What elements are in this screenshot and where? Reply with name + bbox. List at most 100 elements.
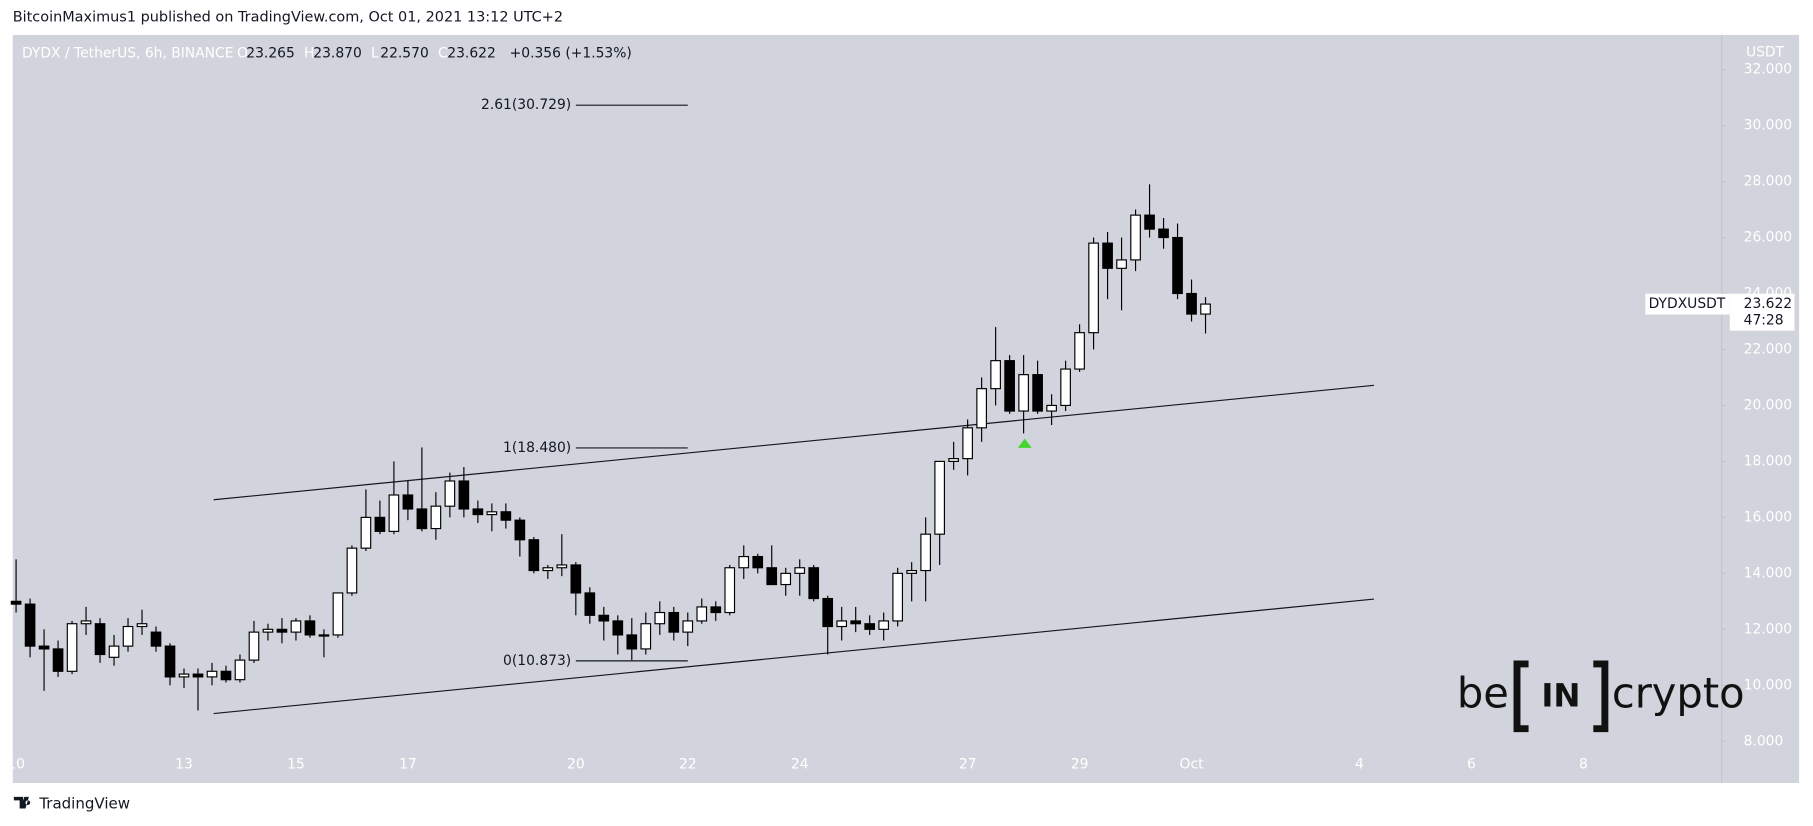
trendline [213, 598, 1375, 715]
ohlc-value: 23.622 [447, 45, 496, 61]
candle-body [1004, 360, 1015, 412]
candle-body [1074, 332, 1085, 370]
candle-body [248, 631, 260, 661]
candle-body [234, 659, 246, 681]
candle-body [794, 567, 806, 574]
candle-body [150, 631, 162, 647]
candle-body [864, 623, 876, 630]
ohlc-prefix: H [304, 45, 314, 61]
candle-body [94, 623, 106, 656]
candle-body [766, 567, 778, 586]
symbol-box [1645, 293, 1730, 315]
candle-body [668, 611, 680, 633]
candle-body [332, 592, 344, 636]
candle-body [1186, 292, 1197, 315]
watermark-left: be [1457, 668, 1509, 717]
candle-body [682, 620, 694, 633]
candle-body [444, 480, 456, 507]
ohlc-value: 23.265 [246, 45, 295, 61]
candle-body [1200, 303, 1211, 315]
candle-body [1172, 236, 1183, 295]
candle-body [1144, 214, 1155, 230]
candle-body [374, 516, 386, 532]
candle-body [52, 648, 64, 672]
candle-body [962, 427, 973, 460]
x-tick-label: 13 [175, 757, 193, 773]
x-tick-label: 17 [399, 757, 417, 773]
ohlc-prefix: O [237, 45, 248, 61]
candle-body [906, 569, 918, 574]
price-box [1729, 293, 1795, 331]
y-tick-label: 26.000 [1744, 230, 1793, 246]
watermark-right: crypto [1612, 668, 1745, 717]
candle-body [752, 555, 764, 569]
x-tick-label: 20 [567, 757, 585, 773]
x-tick-label: 4 [1355, 757, 1364, 773]
candle-body [878, 620, 890, 630]
y-tick-label: 32.000 [1744, 62, 1793, 78]
candle-body [1060, 368, 1071, 407]
candle-body [612, 620, 624, 636]
candle-body [486, 511, 498, 516]
candle-body [66, 623, 78, 672]
candle-body [948, 458, 959, 462]
watermark-brackets [1513, 660, 1609, 733]
candle-body [598, 614, 610, 622]
candle-body [10, 600, 22, 605]
candle-body [388, 494, 400, 532]
candle-body [1158, 228, 1169, 239]
candle-body [80, 620, 92, 625]
candle-body [346, 547, 358, 594]
x-tick-label: 27 [959, 757, 977, 773]
candle-body [514, 519, 526, 541]
trendline [213, 384, 1375, 501]
chart-panel [12, 34, 1800, 783]
y-tick-label: 30.000 [1744, 118, 1793, 134]
watermark: be IN crypto [1457, 660, 1745, 733]
x-tick-label: Oct [1180, 757, 1205, 773]
candle-body [136, 623, 148, 628]
candle-body [220, 670, 232, 681]
ohlc-value: 23.870 [313, 45, 362, 61]
watermark-center: IN [1541, 676, 1580, 714]
footer-brand: TradingView [38, 794, 130, 812]
candle-body [1018, 374, 1029, 412]
candle-body [318, 634, 330, 637]
signal-marker [1017, 438, 1032, 448]
candle-body [416, 508, 428, 530]
x-tick-label: 6 [1467, 757, 1476, 773]
y-tick-label: 20.000 [1744, 397, 1793, 413]
candle-body [262, 628, 274, 633]
candle-body [934, 460, 945, 535]
candle-body [556, 564, 568, 569]
fib-label: 1(18.480) [503, 440, 571, 456]
y-tick-label: 14.000 [1744, 565, 1793, 581]
symbol-label: DYDXUSDT [1649, 296, 1726, 312]
y-tick-label: 16.000 [1744, 509, 1793, 525]
x-tick-label: 8 [1579, 757, 1588, 773]
candle-body [920, 533, 931, 572]
candle-body [1046, 404, 1057, 412]
candle-body [206, 670, 218, 678]
candle-body [1102, 242, 1113, 269]
y-tick-label: 28.000 [1744, 174, 1793, 190]
candle-body [122, 625, 134, 647]
y-tick-label: 10.000 [1744, 677, 1793, 693]
candle-body [976, 388, 987, 429]
footer: TradingView [13, 794, 130, 812]
ohlc-value: 22.570 [380, 45, 429, 61]
candle-body [472, 508, 484, 516]
candle-body [640, 623, 652, 650]
candle-body [500, 511, 512, 521]
y-tick-label: 18.000 [1744, 453, 1793, 469]
byline: BitcoinMaximus1 published on TradingView… [13, 10, 563, 26]
candle-body [304, 620, 316, 636]
candle-body [192, 673, 204, 678]
ohlc-prefix: L [371, 45, 379, 61]
x-tick-label: 15 [287, 757, 305, 773]
candle-body [1088, 242, 1099, 334]
candle-body [1116, 259, 1127, 269]
candle-body [38, 645, 50, 650]
